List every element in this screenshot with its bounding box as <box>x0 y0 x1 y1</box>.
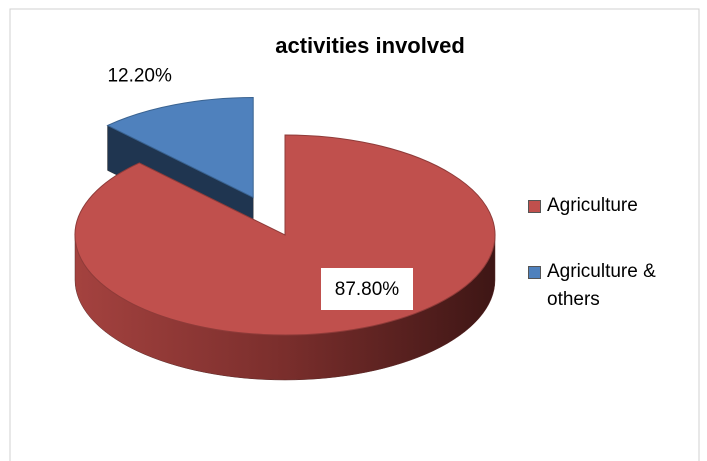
data-label: 12.20% <box>107 66 172 87</box>
chart-frame <box>9 8 700 461</box>
data-label-box <box>321 268 413 310</box>
chart-title: activities involved <box>275 33 465 58</box>
legend: Agriculture Agriculture & others <box>528 192 678 352</box>
legend-item: Agriculture & others <box>528 258 678 314</box>
legend-label: Agriculture <box>547 195 638 216</box>
data-label: 87.80% <box>335 279 400 300</box>
slice <box>106 96 254 199</box>
legend-swatch <box>528 200 541 213</box>
legend-label: Agriculture & others <box>547 261 656 310</box>
legend-swatch <box>528 266 541 279</box>
legend-item: Agriculture <box>528 192 678 220</box>
slice <box>74 134 496 336</box>
